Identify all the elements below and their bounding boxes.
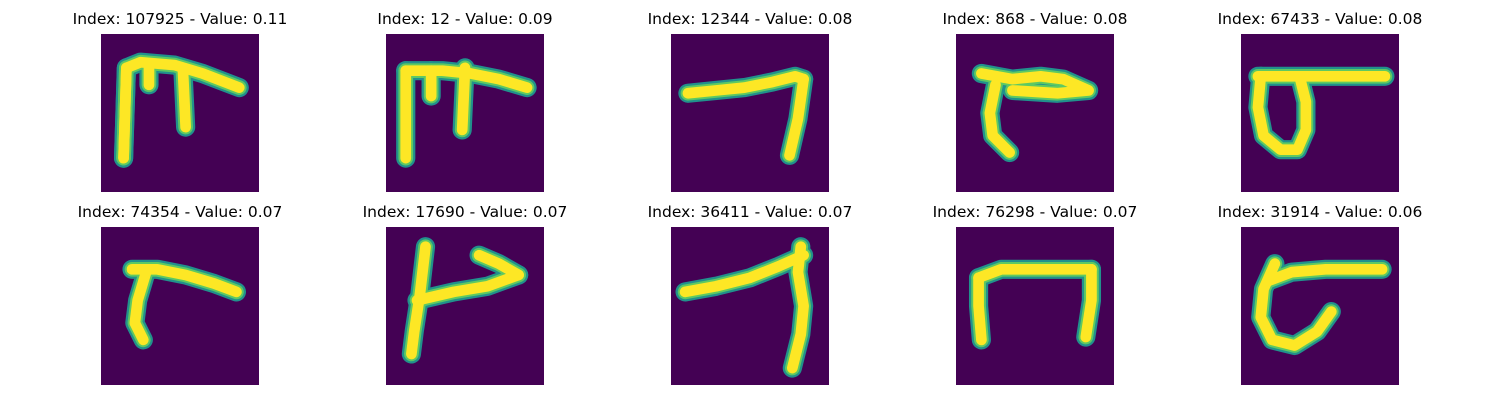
panel-title: Index: 107925 - Value: 0.11 <box>72 10 288 28</box>
glyph-image-10 <box>1241 227 1399 385</box>
glyph-image-8 <box>671 227 829 385</box>
panel-5: Index: 67433 - Value: 0.08 <box>1170 0 1470 192</box>
panel-title: Index: 74354 - Value: 0.07 <box>77 203 283 221</box>
panel-7: Index: 17690 - Value: 0.07 <box>315 193 615 385</box>
panel-8: Index: 36411 - Value: 0.07 <box>600 193 900 385</box>
panel-title: Index: 36411 - Value: 0.07 <box>647 203 853 221</box>
panel-6: Index: 74354 - Value: 0.07 <box>30 193 330 385</box>
panel-title: Index: 31914 - Value: 0.06 <box>1217 203 1423 221</box>
glyph-image-3 <box>671 34 829 192</box>
panel-title: Index: 67433 - Value: 0.08 <box>1217 10 1423 28</box>
panel-1: Index: 107925 - Value: 0.11 <box>30 0 330 192</box>
panel-4: Index: 868 - Value: 0.08 <box>885 0 1185 192</box>
glyph-image-5 <box>1241 34 1399 192</box>
panel-title: Index: 12 - Value: 0.09 <box>377 10 553 28</box>
panel-3: Index: 12344 - Value: 0.08 <box>600 0 900 192</box>
panel-title: Index: 17690 - Value: 0.07 <box>362 203 568 221</box>
glyph-image-9 <box>956 227 1114 385</box>
panel-2: Index: 12 - Value: 0.09 <box>315 0 615 192</box>
glyph-image-7 <box>386 227 544 385</box>
panel-title: Index: 76298 - Value: 0.07 <box>932 203 1138 221</box>
panel-title: Index: 868 - Value: 0.08 <box>942 10 1128 28</box>
panel-title: Index: 12344 - Value: 0.08 <box>647 10 853 28</box>
glyph-image-1 <box>101 34 259 192</box>
panel-9: Index: 76298 - Value: 0.07 <box>885 193 1185 385</box>
panel-10: Index: 31914 - Value: 0.06 <box>1170 193 1470 385</box>
glyph-image-4 <box>956 34 1114 192</box>
glyph-image-6 <box>101 227 259 385</box>
glyph-image-2 <box>386 34 544 192</box>
